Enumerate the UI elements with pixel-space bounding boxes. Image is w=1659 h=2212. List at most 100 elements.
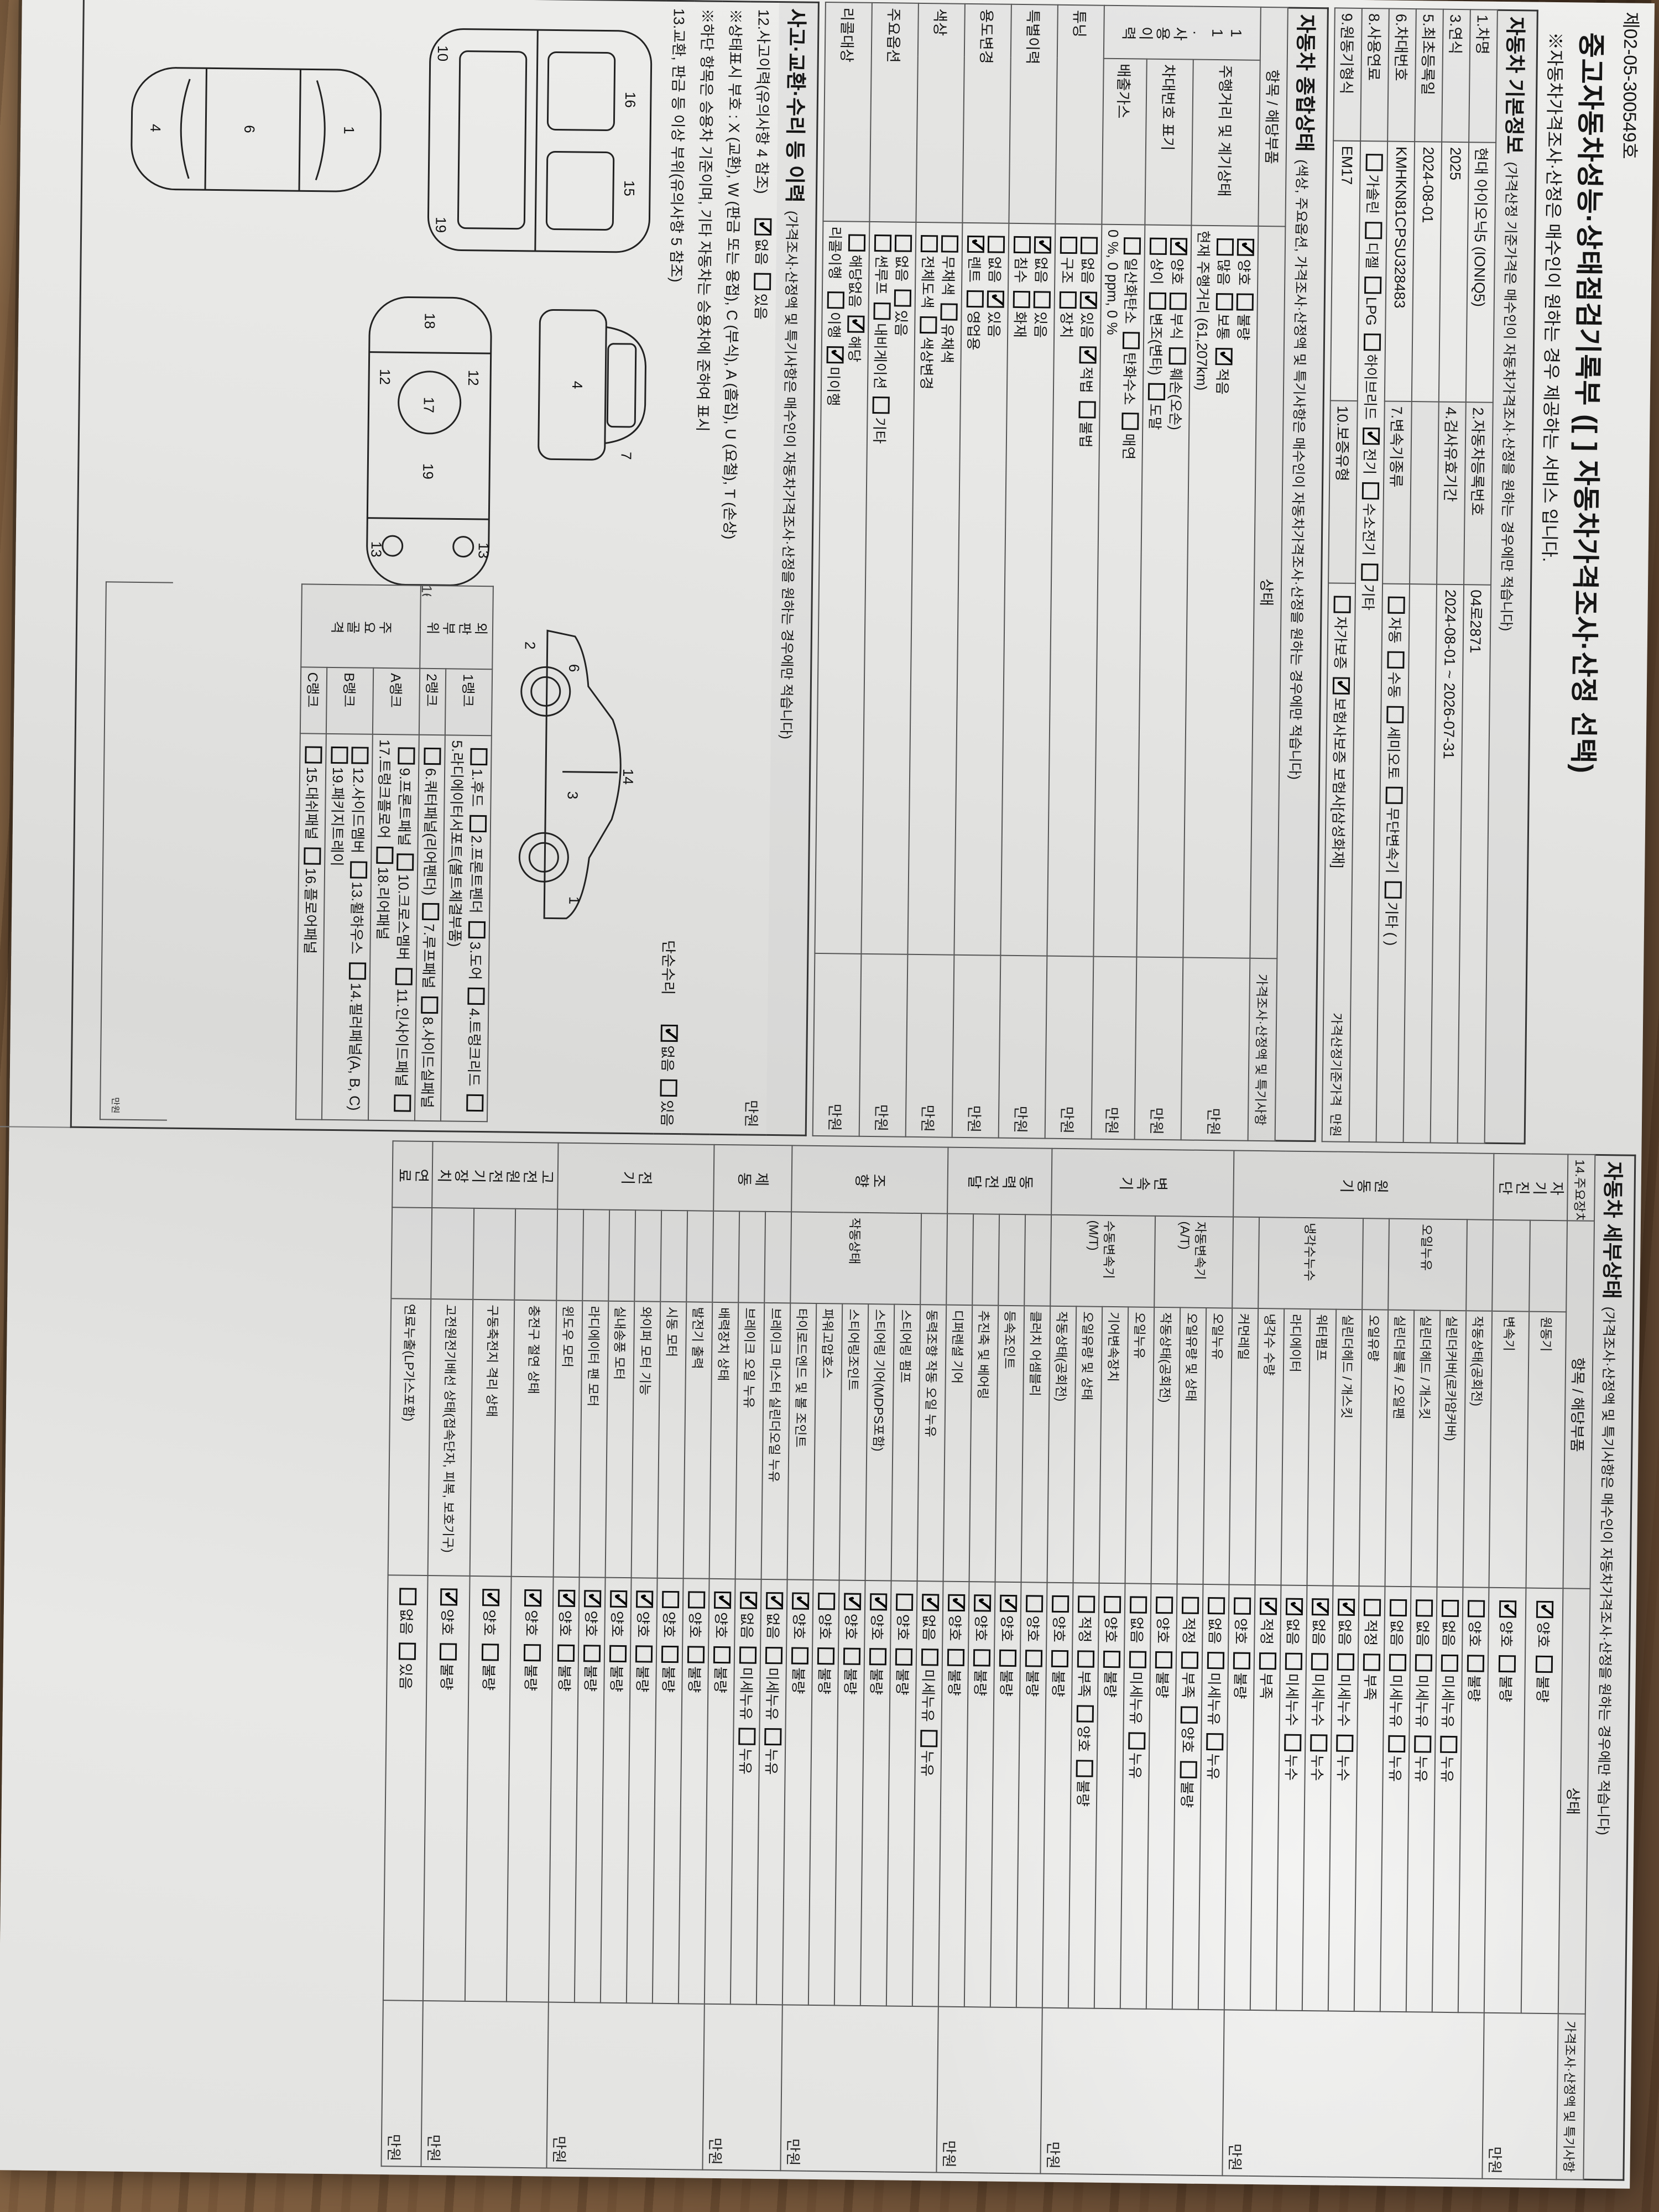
option-label: 불량 bbox=[1074, 1780, 1092, 1807]
price-unit: 만원 bbox=[110, 1097, 120, 1114]
option-label: 양호 bbox=[608, 1610, 625, 1637]
checkbox-checked bbox=[440, 1588, 458, 1606]
svg-text:1: 1 bbox=[341, 126, 357, 134]
item-label: 냉각수 수량 bbox=[1255, 1308, 1285, 1585]
checkbox bbox=[1059, 291, 1077, 309]
option-label: 양호 bbox=[1498, 1620, 1515, 1648]
svg-text:3: 3 bbox=[565, 791, 581, 800]
checkbox bbox=[1168, 347, 1186, 365]
checkbox bbox=[872, 397, 890, 414]
option-label: 불량 bbox=[582, 1665, 599, 1692]
item-label: 기어변속장치 bbox=[1099, 1306, 1129, 1584]
item-label: 튜닝 bbox=[1055, 4, 1104, 225]
item-label: 용도변경 bbox=[962, 3, 1011, 223]
checkbox bbox=[687, 1646, 705, 1663]
price-cell: 만원 bbox=[1134, 957, 1183, 1140]
checkbox bbox=[1285, 1652, 1303, 1670]
checkbox bbox=[1155, 1651, 1173, 1669]
svg-text:14: 14 bbox=[620, 769, 637, 785]
svg-text:7: 7 bbox=[618, 452, 635, 460]
device-section-label: 연료 bbox=[392, 1141, 433, 1208]
option-label: 누유 bbox=[1204, 1753, 1222, 1780]
option-label: 양호 bbox=[894, 1614, 911, 1641]
item-label: 작동상태(공회전) bbox=[1463, 1311, 1493, 1588]
checkbox bbox=[394, 1094, 411, 1112]
basic-info-title: 자동차 기본정보 bbox=[1502, 16, 1527, 154]
field-value: 2024-08-01 bbox=[1411, 142, 1442, 402]
option-label: 없음 bbox=[1414, 1620, 1431, 1647]
field-value: 현대 아이오닉5 (IONIQ5) bbox=[1465, 142, 1496, 403]
svg-text:6: 6 bbox=[241, 125, 258, 133]
item-label: 라디에이터 팬 모터 bbox=[579, 1301, 609, 1578]
option-label: 18.리어패널 bbox=[374, 867, 392, 940]
item-status: 없음있음적법불법 구조장치 bbox=[1047, 223, 1102, 957]
rank-items: 1.후드 2.프론트펜더 3.도어 4.트렁크리드 5.라디에이터서포트(볼트체결부품) bbox=[440, 735, 492, 1122]
field-label: 2.자동차등록번호 bbox=[1464, 402, 1493, 585]
option-label: 불량 bbox=[438, 1663, 456, 1691]
option-label: 영업용 bbox=[964, 310, 982, 351]
option-label: 미세누유 bbox=[737, 1667, 755, 1720]
item-status: 없음미세누유누유 bbox=[1406, 1587, 1437, 2012]
checkbox bbox=[1389, 1653, 1407, 1671]
item-status: 양호불량 bbox=[548, 1577, 580, 2003]
checkbox bbox=[1387, 651, 1405, 669]
checkbox bbox=[791, 1647, 809, 1665]
checkbox bbox=[1386, 706, 1404, 723]
rank-items: 12.사이드멤버 13.휠하우스 14.필러패널(A, B, C) 19.패키지트레이 bbox=[321, 733, 373, 1120]
device-group-label: 수동변속기 (M/T) bbox=[1050, 1214, 1156, 1307]
col-header-price: 가격조사·산정액 및 특기사항 bbox=[1556, 2013, 1585, 2180]
main-frame-group: 주요골격 bbox=[301, 584, 421, 669]
checkbox bbox=[1414, 1735, 1432, 1753]
price-cell: 만원 bbox=[998, 955, 1047, 1139]
option-label: 누유 bbox=[1126, 1752, 1144, 1780]
option-label: 5.라디에이터서포트(볼트체결부품) bbox=[446, 740, 466, 947]
option-label: 누유 bbox=[763, 1748, 780, 1775]
item-label: 오일누유 bbox=[1203, 1307, 1233, 1585]
checkbox bbox=[523, 1644, 541, 1662]
checkbox-checked bbox=[921, 1594, 940, 1611]
option-label: 없음 bbox=[764, 1612, 781, 1640]
item-status: 없음미세누유누유 bbox=[1380, 1586, 1411, 2012]
field-label: 8.사용연료 bbox=[1360, 8, 1389, 142]
checkbox bbox=[1233, 1652, 1251, 1670]
checkbox-checked bbox=[843, 1593, 862, 1610]
svg-text:10: 10 bbox=[435, 45, 451, 61]
checkbox bbox=[466, 1094, 484, 1112]
checkbox-checked bbox=[1337, 1598, 1355, 1616]
checkbox bbox=[399, 1588, 417, 1605]
checkbox bbox=[1441, 1654, 1459, 1672]
option-label: 없음 bbox=[893, 255, 910, 282]
item-status: 적정부족양호불량 bbox=[1068, 1583, 1099, 2008]
item-status: 양호불량 bbox=[626, 1578, 658, 2004]
item-label: 작동상태(공회전) bbox=[1047, 1306, 1077, 1583]
field-value: 2025 bbox=[1438, 142, 1469, 403]
checkbox bbox=[848, 234, 866, 252]
device-section-label: 원동기 bbox=[1233, 1150, 1494, 1220]
item-label: 오일유량 및 상태 bbox=[1073, 1306, 1103, 1583]
car-diagram-panel: 16 15 10 19 4 7 18 12 bbox=[70, 0, 666, 1135]
option-label: 양호 bbox=[712, 1611, 729, 1639]
item-status: 양호불량 bbox=[652, 1578, 684, 2004]
price-cell: 만원 bbox=[1222, 2010, 1484, 2179]
checkbox bbox=[738, 1727, 756, 1745]
item-status: 양호불량 bbox=[507, 1576, 554, 2002]
checkbox bbox=[966, 290, 984, 308]
option-label: 양호 bbox=[523, 1609, 540, 1637]
option-label: 없음 bbox=[1032, 257, 1050, 284]
checkbox bbox=[1310, 1734, 1328, 1752]
checkbox bbox=[1025, 1595, 1044, 1613]
checkbox bbox=[398, 747, 415, 765]
option-label: 불량 bbox=[634, 1666, 651, 1693]
option-label: 1.후드 bbox=[468, 768, 486, 807]
checkbox-checked bbox=[1237, 238, 1255, 256]
checkbox-checked bbox=[583, 1590, 602, 1608]
checkbox bbox=[1051, 1595, 1070, 1613]
option-label: 11.인사이드패널 bbox=[393, 988, 411, 1087]
col-header-item: 항목 / 해당부품 bbox=[1563, 1220, 1595, 1589]
option-label: 미세누수 bbox=[1309, 1673, 1327, 1727]
item-label: 추진축 및 베어링 bbox=[969, 1305, 999, 1582]
option-label: 무단변속기 bbox=[1384, 807, 1401, 874]
svg-text:18: 18 bbox=[421, 313, 438, 329]
checkbox-checked bbox=[999, 1594, 1018, 1613]
accident-12-options: 없음있음 bbox=[751, 210, 773, 320]
